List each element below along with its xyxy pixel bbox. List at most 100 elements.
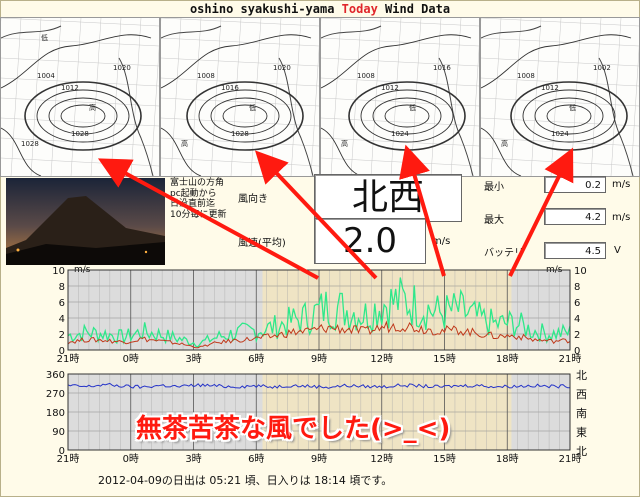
- map-grid-line: [481, 18, 639, 27]
- update-note: 富士山の方角 pc起動から 日没直前迄 10分毎に更新: [170, 178, 227, 220]
- map-grid-line: [330, 18, 342, 176]
- map-isobar: [1, 34, 152, 89]
- weather-map-4[interactable]: 1008 1012 1002 1024 高 低: [480, 17, 640, 177]
- chart-x-tick-label: 0時: [123, 453, 139, 465]
- chart-y-tick-label: 90: [52, 427, 65, 438]
- map-grid-line: [130, 18, 142, 176]
- map-isobar: [24, 81, 142, 151]
- chart-compass-label: 北: [576, 445, 587, 458]
- map-label: 1012: [381, 84, 399, 92]
- map-isobar: [510, 81, 628, 151]
- sunrise-sunset-note: 2012-04-09の日出は 05:21 頃、日入りは 18:14 頃です。: [98, 474, 393, 487]
- max-label: 最大: [484, 215, 504, 226]
- min-label: 最小: [484, 182, 504, 193]
- map-label: 1024: [391, 130, 409, 138]
- map-grid-line: [1, 57, 159, 67]
- chart-y-tick-label-right: 8: [574, 282, 580, 293]
- map-label: 1012: [541, 84, 559, 92]
- map-isobar: [372, 97, 442, 135]
- page-title: oshino syakushi-yama Today Wind Data: [189, 2, 451, 16]
- min-unit: m/s: [612, 179, 631, 190]
- chart-y-tick-label: 4: [59, 314, 65, 325]
- map-isobar: [348, 81, 466, 151]
- map-grid-line: [321, 97, 479, 107]
- map-isobar: [321, 127, 362, 176]
- chart-y-tick-label: 270: [46, 389, 65, 400]
- map-grid-line: [321, 37, 479, 47]
- battery-value: 4.5: [544, 242, 606, 259]
- map-coastline: [481, 25, 542, 39]
- map-isobar: [186, 81, 304, 151]
- map-label: 1008: [517, 72, 535, 80]
- max-unit: m/s: [612, 212, 631, 223]
- map-label: 1016: [221, 84, 239, 92]
- weather-map-1[interactable]: 1004 1012 1020 1028 1028 高 低: [0, 17, 160, 177]
- map-isobar: [161, 34, 312, 89]
- chart-x-tick-label: 9時: [311, 453, 327, 465]
- map-label: 1002: [593, 64, 611, 72]
- map-grid-line: [170, 18, 182, 176]
- chart-x-tick-label: 0時: [123, 353, 139, 365]
- map-grid-line: [50, 18, 62, 176]
- map-isobar: [222, 104, 268, 128]
- map-grid-line: [481, 37, 639, 47]
- chart-y-tick-label: 8: [59, 282, 65, 293]
- map-grid-line: [350, 18, 362, 176]
- chart-x-tick-label: 12時: [370, 453, 393, 465]
- map-label: 1008: [197, 72, 215, 80]
- map-coastline: [278, 57, 314, 176]
- map-label: 1028: [231, 130, 249, 138]
- map-label: 1024: [551, 130, 569, 138]
- map-isobar: [210, 97, 280, 135]
- chart-y-tick-label: 360: [46, 370, 65, 381]
- map-grid-line: [530, 18, 542, 176]
- map-grid-line: [1, 18, 159, 27]
- map-coastline: [118, 57, 154, 176]
- weather-map-2[interactable]: 1008 1016 1020 1028 高 低: [160, 17, 320, 177]
- map-grid-line: [481, 137, 639, 147]
- chart-compass-label: 西: [576, 388, 587, 401]
- map-grid-line: [310, 45, 319, 176]
- min-value: 0.2: [544, 176, 606, 193]
- chart-x-tick-label: 12時: [370, 353, 393, 365]
- chart-x-tick-label: 21時: [559, 453, 582, 465]
- wind-speed-label: 風速(平均): [238, 238, 286, 249]
- chart-x-tick-label: 15時: [433, 353, 456, 365]
- chart-x-tick-label: 9時: [311, 353, 327, 365]
- map-isobar: [522, 89, 616, 143]
- mount-fuji-photo: [6, 178, 165, 265]
- map-grid-line: [161, 57, 319, 67]
- chart-x-tick-label: 3時: [185, 453, 201, 465]
- weather-map-2-drawing: 1008 1016 1020 1028 高 低: [161, 18, 319, 176]
- map-grid-line: [1, 117, 159, 127]
- map-grid-line: [590, 18, 602, 176]
- map-isobar: [161, 127, 202, 176]
- chart-x-tick-label: 3時: [185, 353, 201, 365]
- chart-y-tick-label: 2: [59, 330, 65, 341]
- weather-map-3-drawing: 1008 1012 1016 1024 高 低: [321, 18, 479, 176]
- map-isobar: [198, 89, 292, 143]
- map-label: 1012: [61, 84, 79, 92]
- map-grid-line: [210, 18, 222, 176]
- map-grid-line: [470, 45, 479, 176]
- map-isobar: [534, 97, 604, 135]
- map-label: 高: [341, 139, 348, 148]
- chart-y-tick-label-right: 2: [574, 330, 580, 341]
- weather-map-3[interactable]: 1008 1012 1016 1024 高 低: [320, 17, 480, 177]
- map-grid-line: [430, 18, 442, 176]
- chart-compass-label: 北: [576, 369, 587, 382]
- map-isobar: [546, 104, 592, 128]
- map-grid-line: [161, 97, 319, 107]
- map-isobar: [384, 104, 430, 128]
- map-isobar: [360, 89, 454, 143]
- map-label: 1020: [113, 64, 131, 72]
- chart-x-tick-label: 6時: [248, 353, 264, 365]
- chart-series-line-1: [67, 277, 571, 348]
- map-isobar: [1, 127, 42, 176]
- map-label: 1008: [357, 72, 375, 80]
- map-label: 1020: [273, 64, 291, 72]
- map-grid-line: [481, 57, 639, 67]
- chart-compass-label: 南: [576, 407, 587, 420]
